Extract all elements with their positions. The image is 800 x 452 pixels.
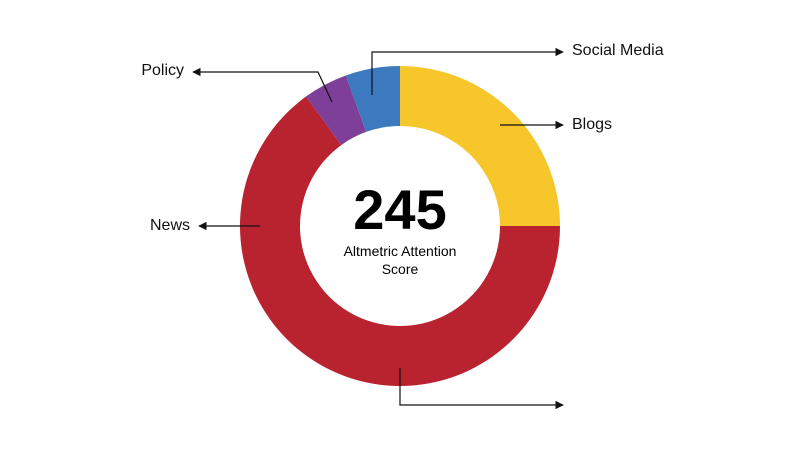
score: 245 [353, 178, 447, 241]
score-caption: Altmetric Attention Score [343, 243, 457, 277]
leader-line [371, 47, 564, 95]
leader-line [399, 368, 564, 410]
donut-segment [305, 75, 367, 146]
center-label: 245 Altmetric Attention Score [320, 180, 480, 278]
segment-label: Policy [141, 62, 184, 79]
donut-segment [400, 66, 560, 226]
segment-label: News [150, 217, 190, 234]
segment-label: Blogs [572, 116, 612, 133]
donut-segment [240, 96, 560, 386]
donut-segment [345, 66, 400, 132]
leader-line [192, 67, 333, 103]
segment-label: Social Media [572, 42, 664, 59]
